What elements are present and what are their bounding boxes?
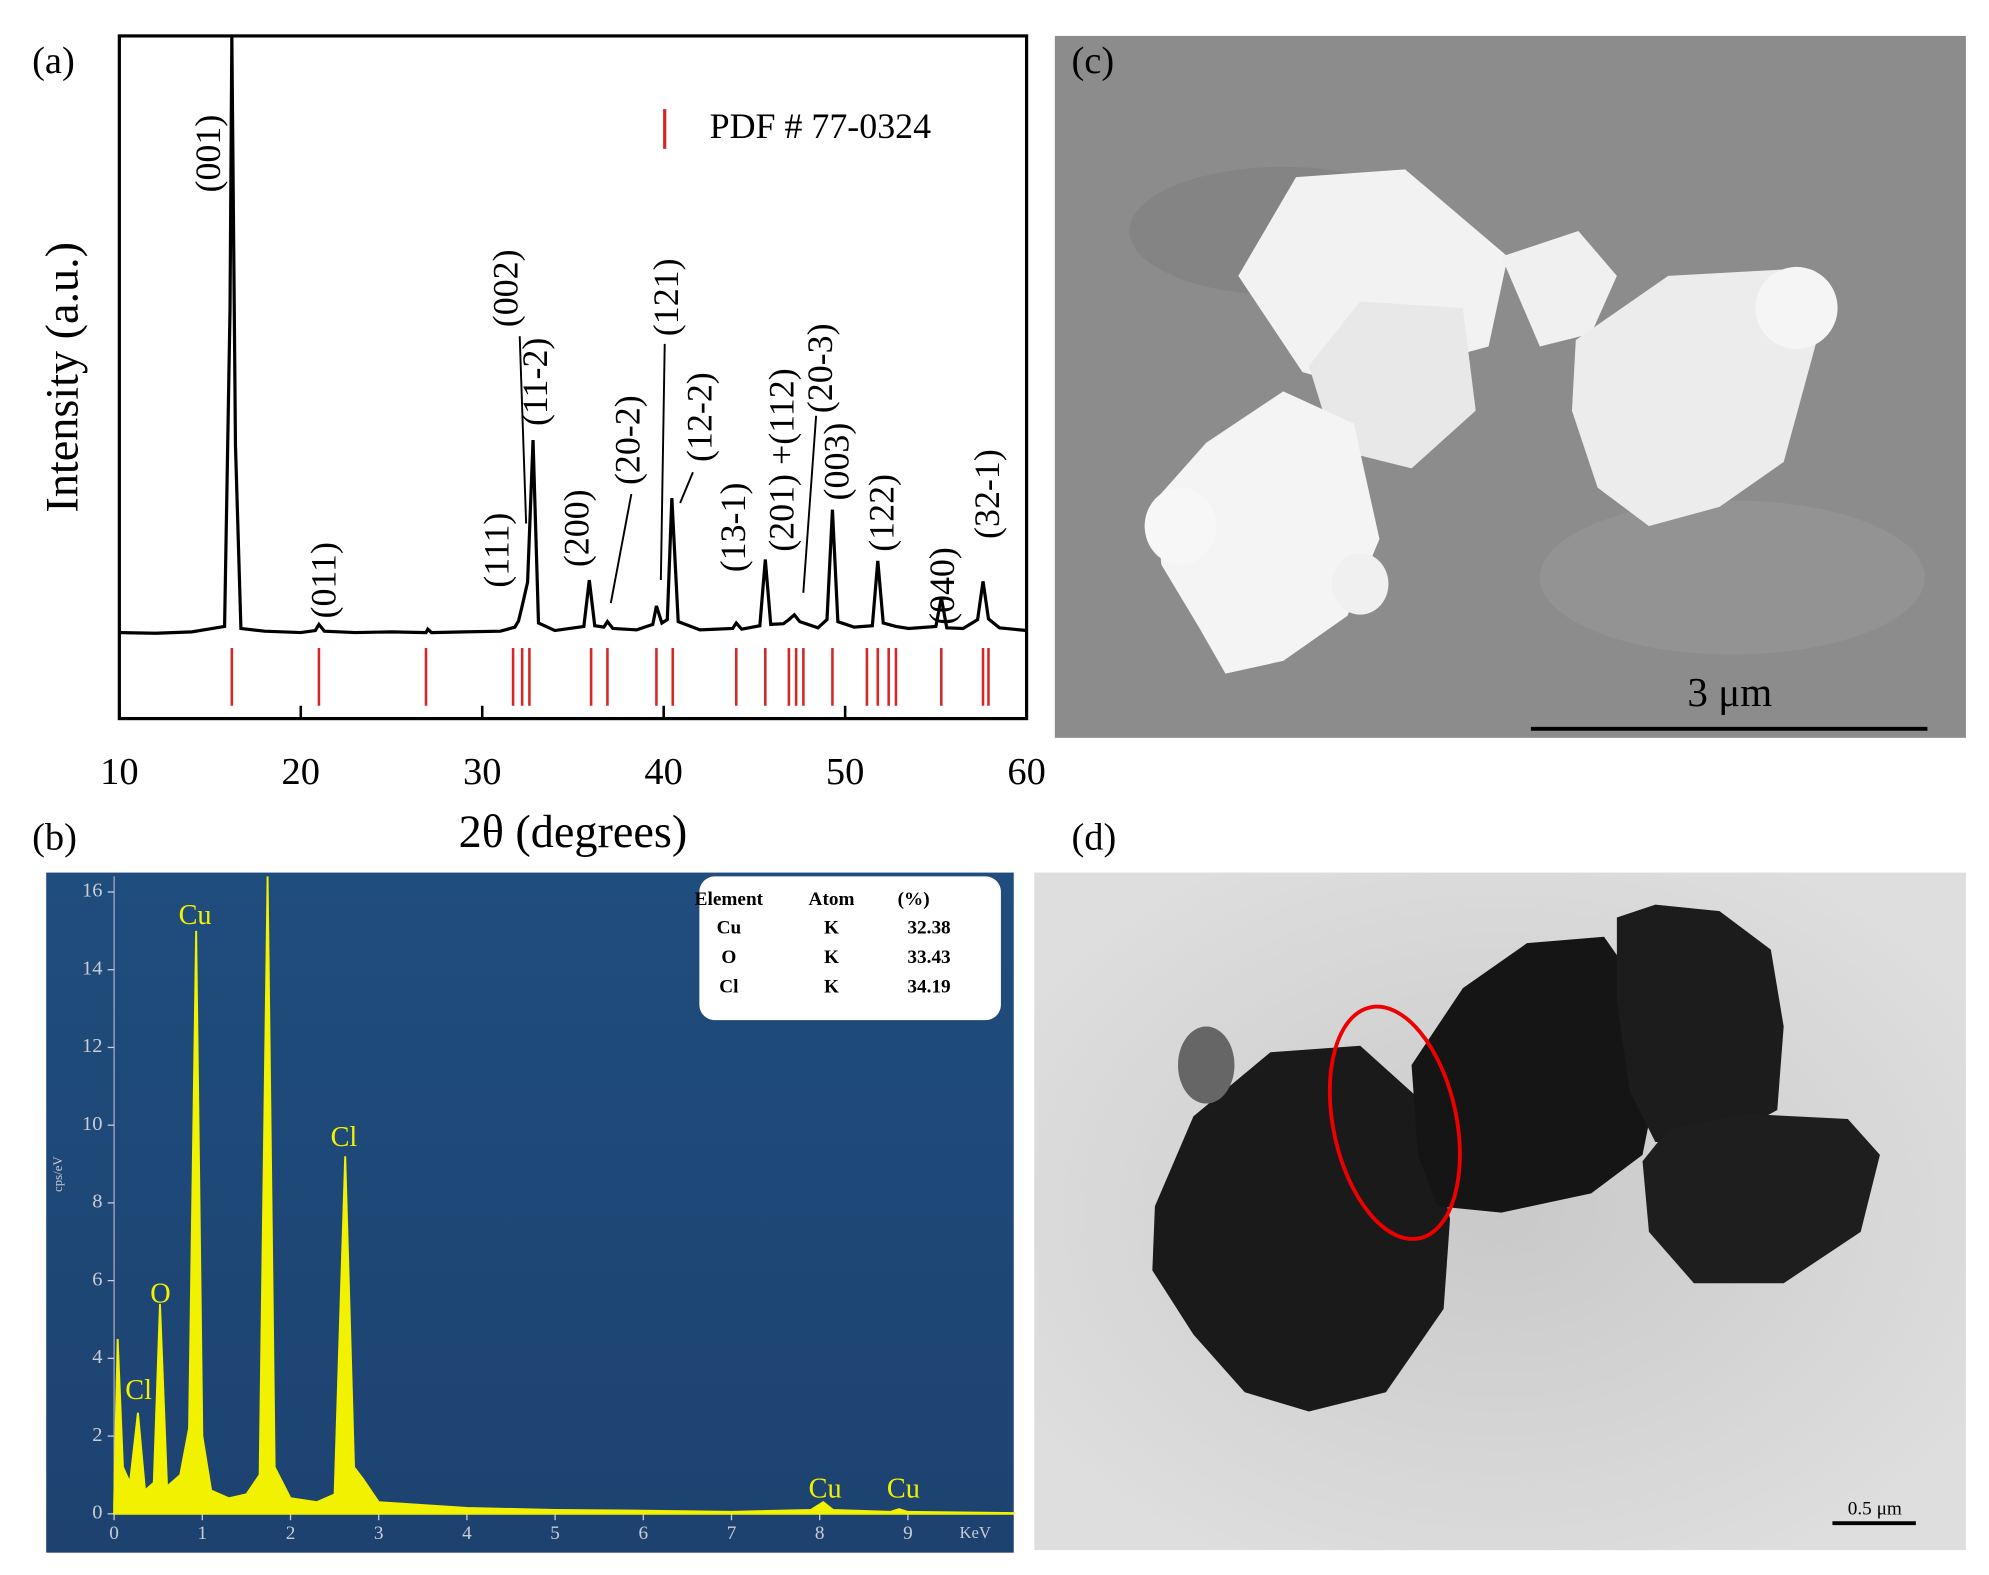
- annotation-arrow: [659, 343, 666, 581]
- x-tick-label: 20: [282, 751, 320, 793]
- scale-bar-label: 0.5 μm: [1848, 1499, 1902, 1520]
- peak-label: (121): [646, 258, 686, 336]
- table-cell: O: [721, 947, 736, 968]
- y-axis-label: Intensity (a.u.): [36, 242, 87, 513]
- panel-label: (b): [32, 816, 77, 858]
- x-tick-label: 6: [638, 1523, 648, 1544]
- x-tick-label: 4: [462, 1523, 472, 1544]
- legend-label: PDF # 77-0324: [710, 106, 932, 146]
- table-cell: Cu: [717, 917, 742, 938]
- peak-label: (001): [188, 115, 228, 193]
- x-axis-label: KeV: [960, 1523, 991, 1542]
- panel-label: (a): [32, 40, 75, 82]
- scale-bar-label: 3 μm: [1687, 669, 1772, 715]
- x-tick-label: 10: [100, 751, 138, 793]
- annotation-arrow: [802, 415, 818, 593]
- panel-label: (d): [1071, 816, 1116, 858]
- peak-label: (111): [477, 513, 517, 588]
- y-axis-label: cps/eV: [51, 1156, 65, 1192]
- y-tick-label: 16: [82, 880, 103, 902]
- peak-label: (040): [922, 547, 962, 625]
- table-cell: 33.43: [907, 947, 950, 968]
- annotation-arrow: [518, 336, 528, 524]
- table-cell: K: [824, 917, 839, 938]
- y-tick-label: 8: [92, 1191, 102, 1213]
- peak-label: Cl: [331, 1122, 358, 1153]
- sem-image: 3 μm (c): [1054, 35, 1966, 738]
- x-axis-label: 2θ (degrees): [459, 806, 688, 857]
- x-tick-label: 5: [550, 1523, 560, 1544]
- x-tick-label: 40: [644, 751, 682, 793]
- eds-spectrum: [113, 876, 1015, 1515]
- peak-label: (20-2): [608, 395, 648, 485]
- y-tick-label: 0: [92, 1502, 102, 1524]
- x-tick-label: 30: [463, 751, 501, 793]
- peak-label: (200): [556, 489, 596, 567]
- peak-label: (011): [303, 542, 343, 618]
- table-cell: Cl: [719, 976, 739, 997]
- y-tick-label: 6: [92, 1268, 102, 1290]
- xrd-pattern: [119, 35, 1027, 635]
- panel-label: (c): [1071, 40, 1114, 82]
- x-tick-label: 50: [826, 751, 864, 793]
- peak-label: Cu: [809, 1474, 842, 1505]
- peak-label: (12-2): [679, 372, 719, 462]
- peak-label: (002): [486, 249, 526, 327]
- peak-label: (13-1): [713, 483, 753, 573]
- table-header: Atom: [809, 889, 855, 910]
- table-cell: 34.19: [907, 976, 950, 997]
- y-tick-label: 4: [92, 1346, 102, 1368]
- peak-label: O: [150, 1279, 170, 1310]
- y-tick-label: 12: [82, 1035, 103, 1057]
- table-cell: 32.38: [907, 917, 950, 938]
- peak-label: (20-3): [800, 323, 840, 413]
- peak-label: (122): [862, 474, 902, 552]
- annotation-arrow: [609, 493, 633, 604]
- x-tick-label: 1: [197, 1523, 207, 1544]
- plot-frame: [117, 34, 1029, 721]
- y-tick-label: 14: [82, 957, 103, 979]
- annotation-arrow: [679, 471, 694, 504]
- peak-label: Cu: [887, 1474, 920, 1505]
- x-tick-label: 9: [903, 1523, 913, 1544]
- peak-label: (003): [817, 423, 857, 501]
- peak-label: (201) +(112): [762, 368, 802, 551]
- x-tick-label: 2: [286, 1523, 296, 1544]
- table-cell: K: [824, 976, 839, 997]
- peak-label: Cu: [179, 900, 212, 931]
- x-tick-label: 0: [109, 1523, 119, 1544]
- composition-table: [699, 876, 1001, 1021]
- x-tick-label: 60: [1007, 751, 1045, 793]
- peak-label: Cl: [125, 1375, 152, 1406]
- tem-image: 0.5 μm (d): [1034, 816, 1966, 1551]
- x-tick-label: 7: [727, 1523, 737, 1544]
- table-header: Element: [695, 889, 764, 910]
- x-tick-label: 8: [815, 1523, 825, 1544]
- peak-label: (32-1): [967, 449, 1007, 539]
- y-tick-label: 2: [92, 1424, 102, 1446]
- y-tick-label: 10: [82, 1113, 103, 1135]
- table-cell: K: [824, 947, 839, 968]
- x-tick-label: 3: [374, 1523, 384, 1544]
- peak-label: (11-2): [515, 338, 555, 426]
- table-header: (%): [898, 889, 930, 910]
